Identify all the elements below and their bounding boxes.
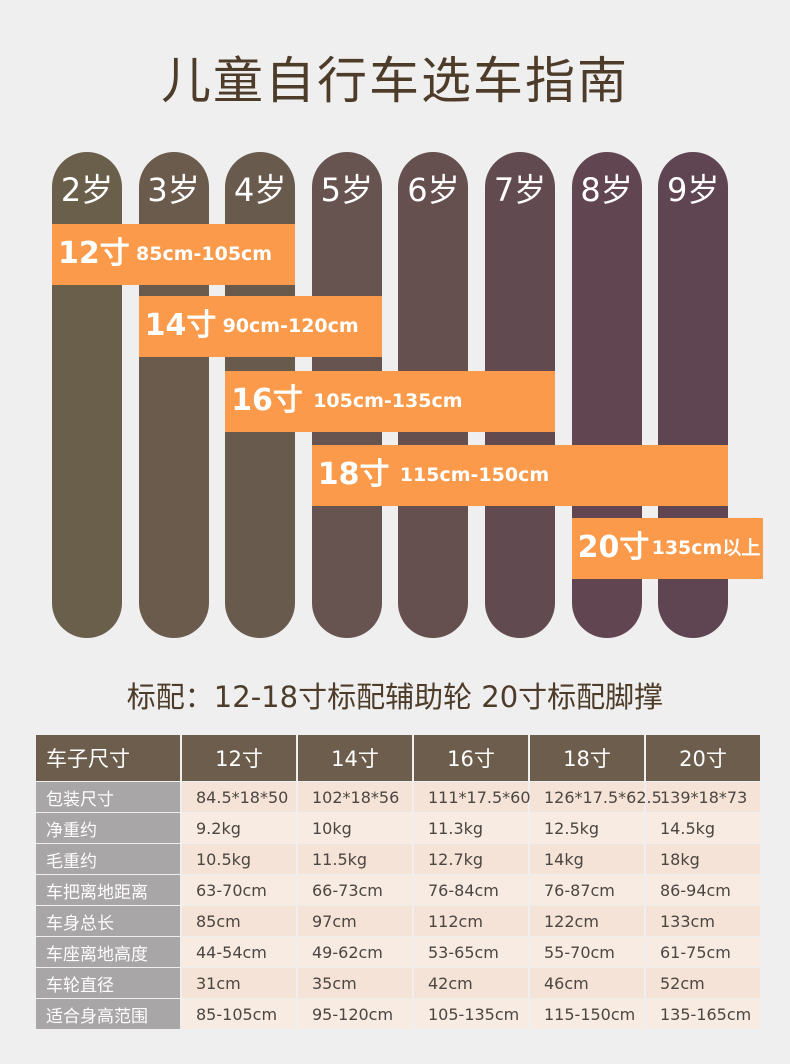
table-cell: 102*18*56	[298, 781, 412, 812]
row-label: 车身总长	[36, 905, 180, 936]
spec-table: 车子尺寸 12寸 14寸 16寸 18寸 20寸 包装尺寸 84.5*18*50 102*18…	[34, 735, 762, 1029]
standard-note: 标配：12-18寸标配辅助轮 20寸标配脚撑	[126, 680, 664, 714]
age-label: 9岁	[667, 171, 720, 209]
table-cell: 55-70cm	[530, 936, 644, 967]
band-range-label: 135cm以上	[651, 537, 761, 559]
band-size-label: 14寸	[144, 308, 217, 343]
table-cell: 63-70cm	[182, 874, 296, 905]
table-cell: 85-105cm	[182, 998, 296, 1029]
table-cell: 76-84cm	[414, 874, 528, 905]
page-title: 儿童自行车选车指南	[161, 52, 629, 110]
table-cell: 12.7kg	[414, 843, 528, 874]
band-size-label: 16寸	[231, 383, 303, 418]
table-cell: 31cm	[182, 967, 296, 998]
table-cell: 85cm	[182, 905, 296, 936]
table-cell: 52cm	[646, 967, 760, 998]
table-cell: 9.2kg	[182, 812, 296, 843]
table-cell: 76-87cm	[530, 874, 644, 905]
row-label: 净重约	[36, 812, 180, 843]
age-size-chart: 2岁 3岁 4岁 5岁 6岁 7岁 8岁 9岁 12寸 85cm-105cm 14寸 90cm-120…	[52, 152, 763, 638]
band-range-label: 115cm-150cm	[399, 464, 550, 486]
band-size-label: 20寸	[577, 530, 650, 565]
header-size: 12寸	[182, 735, 296, 781]
row-label: 毛重约	[36, 843, 180, 874]
table-header-row: 车子尺寸 12寸 14寸 16寸 18寸 20寸	[36, 735, 760, 781]
table-cell: 66-73cm	[298, 874, 412, 905]
age-label: 5岁	[320, 171, 373, 209]
table-row: 适合身高范围 85-105cm 95-120cm 105-135cm 115-150cm…	[36, 998, 760, 1029]
table-cell: 126*17.5*62.5	[530, 781, 662, 812]
size-band: 14寸 90cm-120cm	[138, 296, 382, 357]
band-size-label: 18寸	[317, 457, 390, 492]
table-cell: 112cm	[414, 905, 528, 936]
table-cell: 61-75cm	[646, 936, 760, 967]
table-cell: 105-135cm	[414, 998, 528, 1029]
table-cell: 84.5*18*50	[182, 781, 296, 812]
row-label: 包装尺寸	[36, 781, 180, 812]
table-cell: 12.5kg	[530, 812, 644, 843]
table-row: 包装尺寸 84.5*18*50 102*18*56 111*17.5*60 126*17…	[36, 781, 760, 812]
table-cell: 11.5kg	[298, 843, 412, 874]
band-range-label: 85cm-105cm	[136, 243, 273, 265]
table-cell: 14.5kg	[646, 812, 760, 843]
table-cell: 53-65cm	[414, 936, 528, 967]
size-band: 18寸 115cm-150cm	[311, 445, 729, 506]
size-band: 12寸 85cm-105cm	[52, 224, 296, 285]
age-label: 3岁	[147, 171, 200, 209]
table-row: 毛重约 10.5kg 11.5kg 12.7kg 14kg 18kg	[36, 843, 760, 874]
header-size: 14寸	[298, 735, 412, 781]
table-cell: 135-165cm	[646, 998, 760, 1029]
age-label: 4岁	[234, 171, 287, 209]
table-cell: 86-94cm	[646, 874, 760, 905]
table-cell: 14kg	[530, 843, 644, 874]
table-row: 车身总长 85cm 97cm 112cm 122cm 133cm	[36, 905, 760, 936]
table-cell: 44-54cm	[182, 936, 296, 967]
table-cell: 10kg	[298, 812, 412, 843]
band-range-label: 105cm-135cm	[313, 390, 463, 412]
table-cell: 95-120cm	[298, 998, 412, 1029]
band-range-label: 90cm-120cm	[222, 315, 359, 337]
row-label: 车座离地高度	[36, 936, 180, 967]
table-cell: 18kg	[646, 843, 760, 874]
row-label: 适合身高范围	[36, 998, 180, 1029]
row-label: 车把离地距离	[36, 874, 180, 905]
table-cell: 35cm	[298, 967, 412, 998]
table-cell: 111*17.5*60	[414, 781, 531, 812]
size-band: 16寸 105cm-135cm	[225, 371, 555, 432]
table-cell: 133cm	[646, 905, 760, 936]
table-cell: 49-62cm	[298, 936, 412, 967]
table-cell: 11.3kg	[414, 812, 528, 843]
table-cell: 115-150cm	[530, 998, 644, 1029]
header-size: 18寸	[530, 735, 644, 781]
header-size: 16寸	[414, 735, 528, 781]
table-row: 车把离地距离 63-70cm 66-73cm 76-84cm 76-87cm 86-94c…	[36, 874, 760, 905]
table-cell: 10.5kg	[182, 843, 296, 874]
table-cell: 46cm	[530, 967, 644, 998]
table-cell: 122cm	[530, 905, 644, 936]
header-size: 20寸	[646, 735, 760, 781]
band-size-label: 12寸	[58, 236, 130, 271]
table-cell: 97cm	[298, 905, 412, 936]
age-label: 6岁	[407, 171, 460, 209]
size-band: 20寸 135cm以上	[571, 518, 763, 579]
row-label: 车轮直径	[36, 967, 180, 998]
header-label: 车子尺寸	[36, 735, 180, 781]
table-row: 车座离地高度 44-54cm 49-62cm 53-65cm 55-70cm 61-75c…	[36, 936, 760, 967]
table-cell: 139*18*73	[646, 781, 760, 812]
table-row: 车轮直径 31cm 35cm 42cm 46cm 52cm	[36, 967, 760, 998]
table-cell: 42cm	[414, 967, 528, 998]
age-label: 7岁	[493, 171, 547, 209]
age-label: 2岁	[60, 171, 114, 209]
age-label: 8岁	[580, 171, 633, 209]
table-row: 净重约 9.2kg 10kg 11.3kg 12.5kg 14.5kg	[36, 812, 760, 843]
